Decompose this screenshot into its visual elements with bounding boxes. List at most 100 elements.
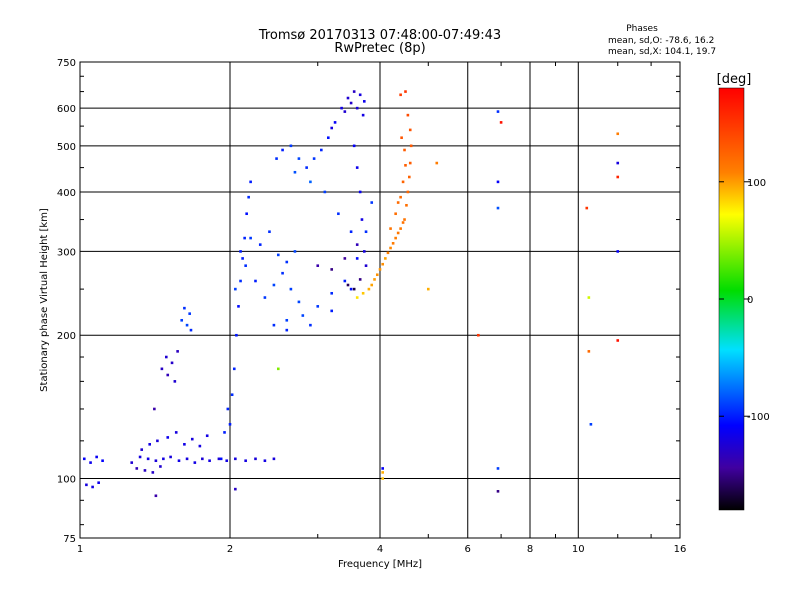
data-point-x [403,218,406,221]
data-point-o [189,328,193,332]
data-point-o [585,206,589,210]
data-point-o [297,300,301,304]
data-point-x [587,296,591,299]
data-point-o [190,437,194,441]
data-point-o [97,481,100,485]
data-point-o [358,190,362,194]
data-point-o [232,367,236,371]
data-point-o [333,121,337,124]
data-point-o [343,279,347,283]
data-point-o [320,148,323,152]
x-tick-label: 4 [377,544,383,555]
data-point-x [386,251,390,255]
data-point-o [289,287,293,291]
data-point-o [352,287,356,291]
data-point-x [477,333,480,337]
data-point-o [349,287,353,291]
data-point-x [408,175,411,179]
data-point-x [616,132,620,136]
data-point-x [375,273,379,277]
data-point-o [239,250,242,253]
y-axis-label: Stationary phase Virtual Height [km] [39,208,50,392]
data-point-o [349,101,353,105]
data-point-o [496,180,500,184]
data-point-o [219,457,223,461]
data-point-o [272,323,276,327]
y-tick-label: 600 [57,104,76,115]
data-point-o [193,461,197,464]
data-point-o [164,355,168,359]
data-point-o [82,457,86,461]
data-point-x [405,203,408,207]
colorbar-tick-label: 100 [747,178,766,189]
data-points [82,90,620,498]
data-point-o [330,268,334,271]
data-point-x [399,195,402,199]
data-point-o [616,250,620,253]
data-point-o [293,170,297,174]
data-point-o [159,465,162,468]
data-point-o [355,166,359,169]
data-point-o [301,314,305,317]
data-point-x [378,268,382,271]
chart-title: Tromsø 20170313 07:48:00-07:49:43 [258,28,501,43]
data-point-x [367,287,371,291]
data-point-o [148,443,152,446]
legend-line-o: mean, sd,O: -78.6, 16.2 [608,36,714,46]
data-point-o [285,318,289,322]
data-point-o [156,439,159,443]
data-point-x [616,339,620,342]
y-tick-label: 300 [57,247,76,258]
data-point-o [316,305,320,308]
data-point-o [254,279,257,283]
data-point-o [89,461,92,464]
data-point-o [85,483,88,487]
data-point-o [346,283,350,287]
y-tick-label: 100 [57,475,76,486]
data-point-o [254,457,257,461]
data-point-x [381,471,384,474]
data-point-o [285,260,289,264]
data-point-o [258,243,262,246]
colorbar-tick-label: -100 [747,412,770,423]
y-tick-label: 400 [57,188,76,199]
data-point-o [237,305,240,308]
data-point-o [140,448,144,451]
data-point-o [241,257,244,260]
data-point-o [358,278,362,281]
data-point-x [355,296,359,299]
data-point-o [343,257,347,260]
data-point-o [183,306,186,310]
data-point-x [403,148,406,152]
data-point-o [499,121,503,124]
data-point-o [364,230,368,234]
data-point-o [154,459,158,463]
data-point-o [198,444,202,448]
data-point-x [587,350,591,353]
data-point-o [247,195,250,199]
data-point-x [373,278,376,281]
data-point-o [185,457,189,461]
data-point-o [285,328,289,332]
data-point-o [217,457,221,461]
data-point-o [169,455,172,459]
data-point-o [166,373,170,377]
data-point-o [138,455,142,459]
data-point-x [406,190,410,194]
x-axis-label: Frequency [MHz] [338,559,422,570]
data-point-o [316,264,320,267]
data-point-o [234,457,237,461]
data-point-o [173,380,177,383]
data-point-x [361,291,365,295]
data-point-o [185,323,189,327]
data-point-o [135,467,139,470]
data-point-o [249,180,252,184]
data-point-o [327,136,330,140]
data-point-o [188,312,191,315]
data-point-o [230,393,234,397]
data-point-o [496,490,500,493]
data-point-x [399,93,402,97]
data-point-x [384,257,387,260]
data-point-o [355,106,359,110]
